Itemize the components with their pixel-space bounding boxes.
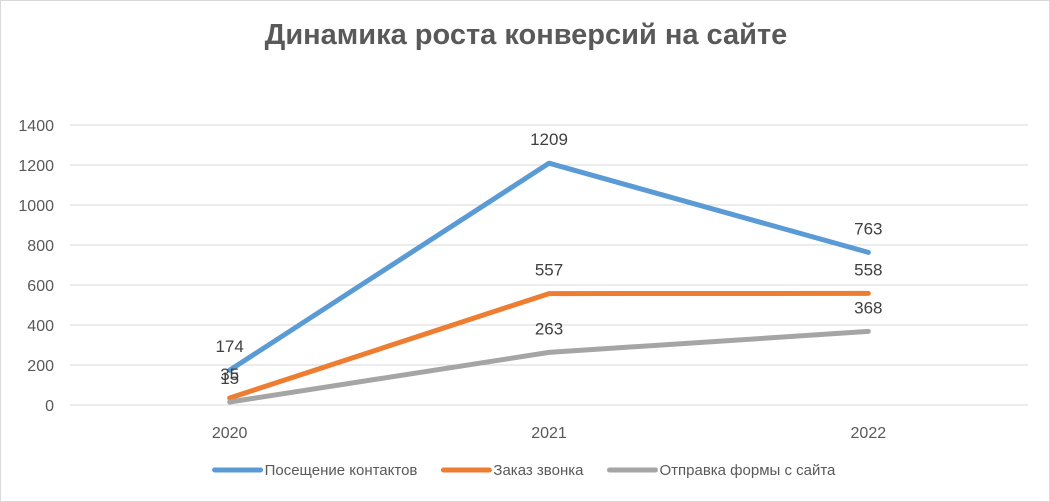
- data-label: 368: [854, 298, 882, 317]
- data-label: 763: [854, 219, 882, 238]
- legend-label: Заказ звонка: [493, 462, 584, 479]
- y-tick-label: 0: [45, 398, 54, 415]
- data-labels: 174 1209 763 35 557 558 15 263 368: [215, 130, 882, 388]
- x-tick-label: 2022: [851, 425, 887, 442]
- legend-item: Заказ звонка: [440, 462, 584, 479]
- legend-item: Посещение контактов: [212, 462, 418, 479]
- legend: Посещение контактов Заказ звонка Отправка …: [212, 462, 836, 479]
- data-label: 263: [535, 319, 563, 338]
- y-tick-label: 600: [27, 278, 54, 295]
- y-axis-ticks: 0 200 400 600 800 1000 1200 1400: [18, 118, 54, 415]
- y-tick-label: 200: [27, 358, 54, 375]
- series-line: [227, 290, 871, 401]
- x-axis-ticks: 2020 2021 2022: [212, 425, 886, 442]
- series-line: [227, 328, 871, 405]
- data-label: 35: [220, 365, 239, 384]
- chart-title: Динамика роста конверсий на сайте: [264, 19, 788, 51]
- y-tick-label: 400: [27, 318, 54, 335]
- legend-label: Отправка формы с сайта: [659, 462, 836, 479]
- legend-label: Посещение контактов: [265, 462, 418, 479]
- series-lines: [227, 160, 871, 405]
- data-label: 15: [220, 369, 239, 388]
- data-label: 558: [854, 260, 882, 279]
- data-label: 174: [215, 337, 243, 356]
- series-line: [227, 160, 871, 373]
- y-tick-label: 1200: [18, 158, 54, 175]
- data-label: 1209: [530, 130, 568, 149]
- y-tick-label: 1400: [18, 118, 54, 135]
- legend-item: Отправка формы с сайта: [606, 462, 836, 479]
- y-tick-label: 800: [27, 238, 54, 255]
- x-tick-label: 2020: [212, 425, 248, 442]
- data-label: 557: [535, 261, 563, 280]
- y-tick-label: 1000: [18, 198, 54, 215]
- x-tick-label: 2021: [531, 425, 567, 442]
